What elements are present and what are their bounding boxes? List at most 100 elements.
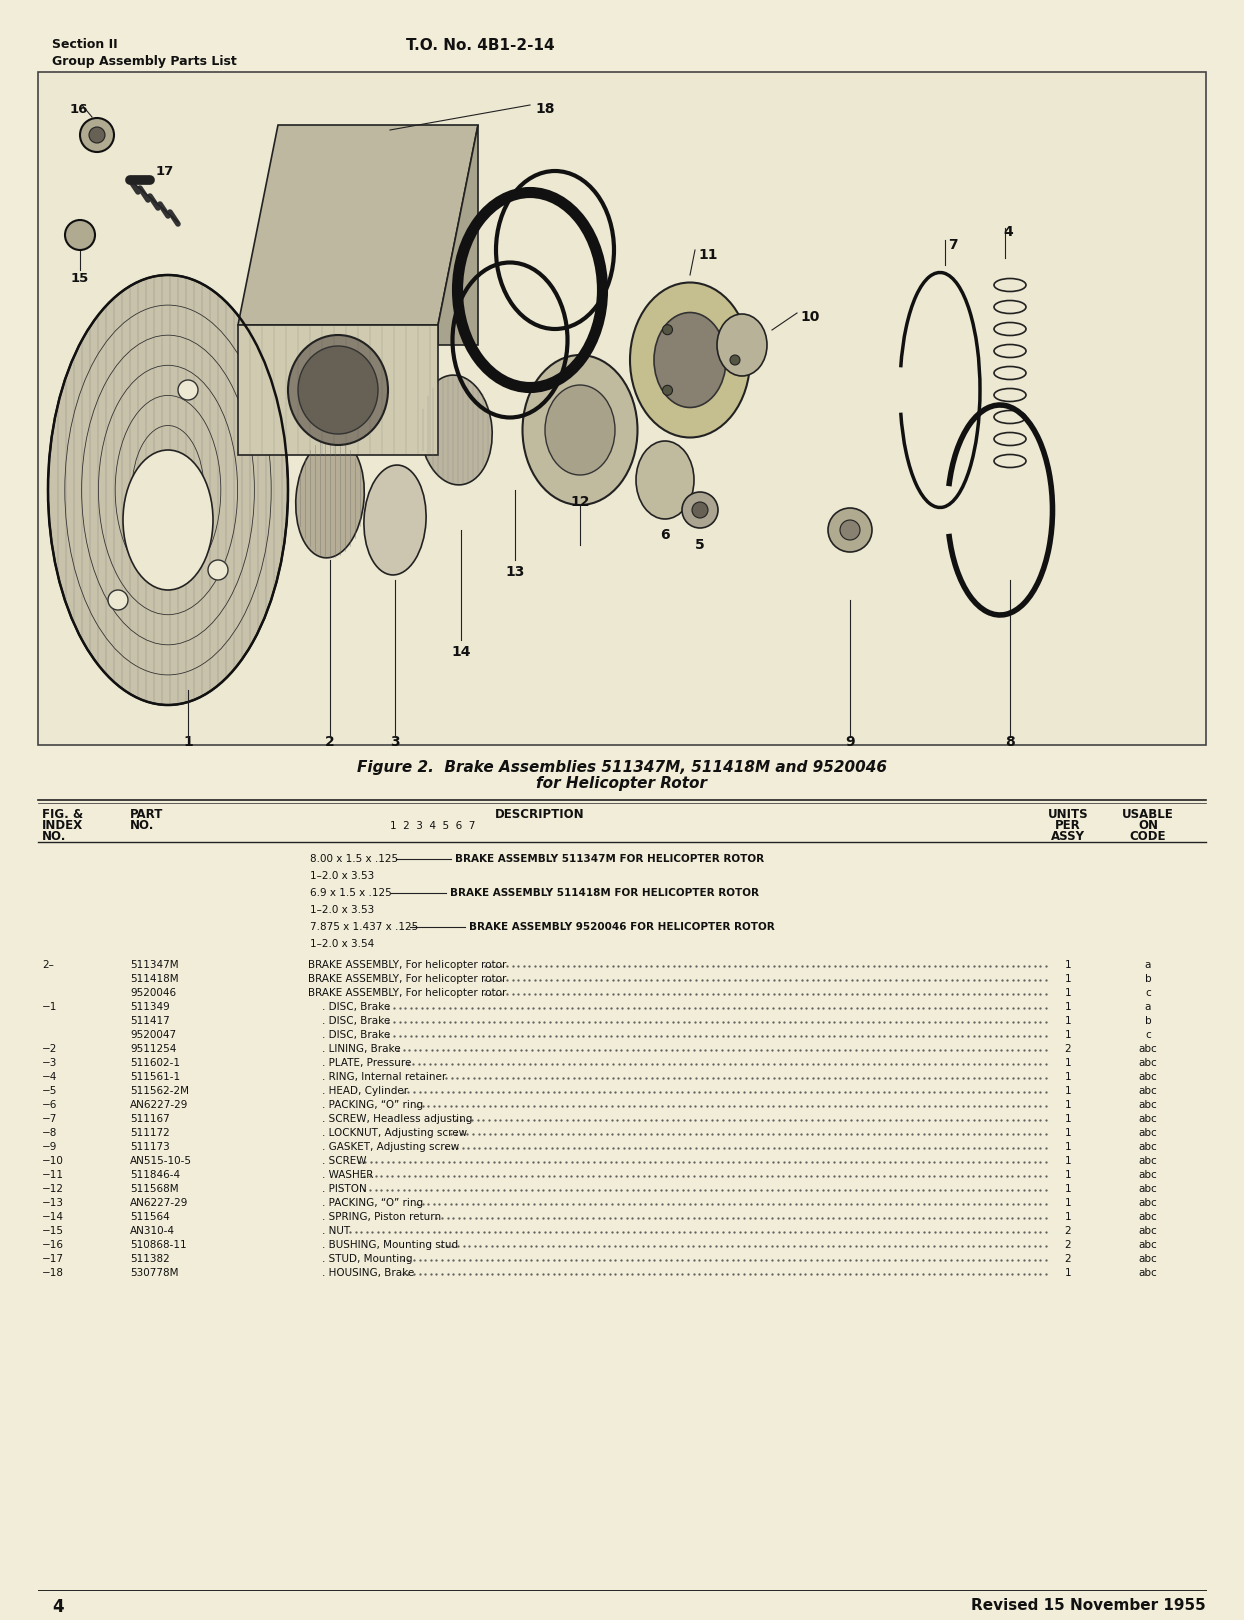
- Ellipse shape: [419, 376, 493, 484]
- Text: PART: PART: [131, 808, 163, 821]
- Text: INDEX: INDEX: [42, 820, 83, 833]
- Text: NO.: NO.: [42, 829, 66, 842]
- Ellipse shape: [629, 282, 750, 437]
- Text: 511172: 511172: [131, 1128, 169, 1137]
- Text: −7: −7: [42, 1115, 57, 1124]
- Text: 16: 16: [70, 104, 88, 117]
- Text: 6: 6: [661, 528, 669, 543]
- Text: . HOUSING, Brake: . HOUSING, Brake: [322, 1268, 414, 1278]
- Text: 15: 15: [71, 272, 90, 285]
- Text: 511562-2M: 511562-2M: [131, 1085, 189, 1097]
- Text: −15: −15: [42, 1226, 63, 1236]
- Text: 511347M: 511347M: [131, 961, 179, 970]
- Text: abc: abc: [1138, 1072, 1157, 1082]
- Text: 1: 1: [1065, 1003, 1071, 1012]
- Text: 17: 17: [156, 165, 174, 178]
- Text: . LOCKNUT, Adjusting screw: . LOCKNUT, Adjusting screw: [322, 1128, 468, 1137]
- Text: 2: 2: [325, 735, 335, 748]
- Ellipse shape: [654, 313, 726, 408]
- Bar: [39, 71, 1205, 745]
- Text: 2: 2: [1065, 1226, 1071, 1236]
- Text: −1: −1: [42, 1003, 57, 1012]
- Text: 13: 13: [505, 565, 525, 578]
- Text: PER: PER: [1055, 820, 1081, 833]
- Circle shape: [840, 520, 860, 539]
- Ellipse shape: [289, 335, 388, 446]
- Text: 12: 12: [570, 496, 590, 509]
- Text: UNITS: UNITS: [1047, 808, 1088, 821]
- Text: . DISC, Brake: . DISC, Brake: [322, 1016, 391, 1025]
- Ellipse shape: [49, 275, 289, 705]
- Text: . SCREW: . SCREW: [322, 1157, 367, 1166]
- Text: abc: abc: [1138, 1142, 1157, 1152]
- Circle shape: [730, 355, 740, 364]
- Text: BRAKE ASSEMBLY, For helicopter rotor: BRAKE ASSEMBLY, For helicopter rotor: [309, 974, 506, 983]
- Text: 1: 1: [1065, 1128, 1071, 1137]
- Text: 1: 1: [1065, 1268, 1071, 1278]
- Text: 511602-1: 511602-1: [131, 1058, 180, 1068]
- Text: 1  2  3  4  5  6  7: 1 2 3 4 5 6 7: [391, 821, 475, 831]
- Text: b: b: [1144, 974, 1151, 983]
- Text: 1: 1: [1065, 1184, 1071, 1194]
- Text: 511561-1: 511561-1: [131, 1072, 180, 1082]
- Ellipse shape: [522, 355, 637, 505]
- Text: Group Assembly Parts List: Group Assembly Parts List: [52, 55, 236, 68]
- Text: 1: 1: [1065, 1072, 1071, 1082]
- Text: −14: −14: [42, 1212, 63, 1221]
- Text: 8: 8: [1005, 735, 1015, 748]
- Text: b: b: [1144, 1016, 1151, 1025]
- Text: abc: abc: [1138, 1212, 1157, 1221]
- Ellipse shape: [123, 450, 213, 590]
- Text: T.O. No. 4B1-2-14: T.O. No. 4B1-2-14: [406, 37, 555, 53]
- Text: 1: 1: [1065, 1115, 1071, 1124]
- Text: −6: −6: [42, 1100, 57, 1110]
- Text: −12: −12: [42, 1184, 63, 1194]
- Text: NO.: NO.: [131, 820, 154, 833]
- Text: ON: ON: [1138, 820, 1158, 833]
- Text: −13: −13: [42, 1199, 63, 1209]
- Text: 1–2.0 x 3.53: 1–2.0 x 3.53: [310, 872, 374, 881]
- Text: 1: 1: [1065, 1100, 1071, 1110]
- Circle shape: [663, 324, 673, 335]
- Text: . PLATE, Pressure: . PLATE, Pressure: [322, 1058, 412, 1068]
- Text: 1: 1: [1065, 1085, 1071, 1097]
- Circle shape: [692, 502, 708, 518]
- Text: 4: 4: [1003, 225, 1013, 240]
- Polygon shape: [238, 326, 438, 455]
- Polygon shape: [438, 125, 478, 345]
- Text: . SPRING, Piston return: . SPRING, Piston return: [322, 1212, 442, 1221]
- Text: abc: abc: [1138, 1239, 1157, 1251]
- Text: 9520046: 9520046: [131, 988, 177, 998]
- Text: . DISC, Brake: . DISC, Brake: [322, 1003, 391, 1012]
- Text: 2: 2: [1065, 1239, 1071, 1251]
- Text: abc: abc: [1138, 1226, 1157, 1236]
- Polygon shape: [238, 125, 478, 326]
- Text: a: a: [1144, 1003, 1151, 1012]
- Circle shape: [65, 220, 95, 249]
- Ellipse shape: [636, 441, 694, 518]
- Text: ASSY: ASSY: [1051, 829, 1085, 842]
- Text: 1: 1: [1065, 1016, 1071, 1025]
- Text: abc: abc: [1138, 1128, 1157, 1137]
- Text: 1: 1: [1065, 1199, 1071, 1209]
- Text: CODE: CODE: [1130, 829, 1167, 842]
- Text: . SCREW, Headless adjusting: . SCREW, Headless adjusting: [322, 1115, 473, 1124]
- Text: abc: abc: [1138, 1043, 1157, 1055]
- Text: . PISTON: . PISTON: [322, 1184, 367, 1194]
- Text: −11: −11: [42, 1170, 63, 1179]
- Text: 11: 11: [698, 248, 718, 262]
- Circle shape: [829, 509, 872, 552]
- Circle shape: [80, 118, 114, 152]
- Text: 6.9 x 1.5 x .125: 6.9 x 1.5 x .125: [310, 888, 392, 897]
- Text: a: a: [1144, 961, 1151, 970]
- Text: 1: 1: [1065, 1170, 1071, 1179]
- Text: 3: 3: [391, 735, 399, 748]
- Text: 7: 7: [948, 238, 958, 253]
- Text: abc: abc: [1138, 1100, 1157, 1110]
- Text: −9: −9: [42, 1142, 57, 1152]
- Text: Revised 15 November 1955: Revised 15 November 1955: [972, 1597, 1205, 1614]
- Text: 511382: 511382: [131, 1254, 169, 1264]
- Text: 10: 10: [800, 309, 820, 324]
- Text: −4: −4: [42, 1072, 57, 1082]
- Ellipse shape: [299, 347, 378, 434]
